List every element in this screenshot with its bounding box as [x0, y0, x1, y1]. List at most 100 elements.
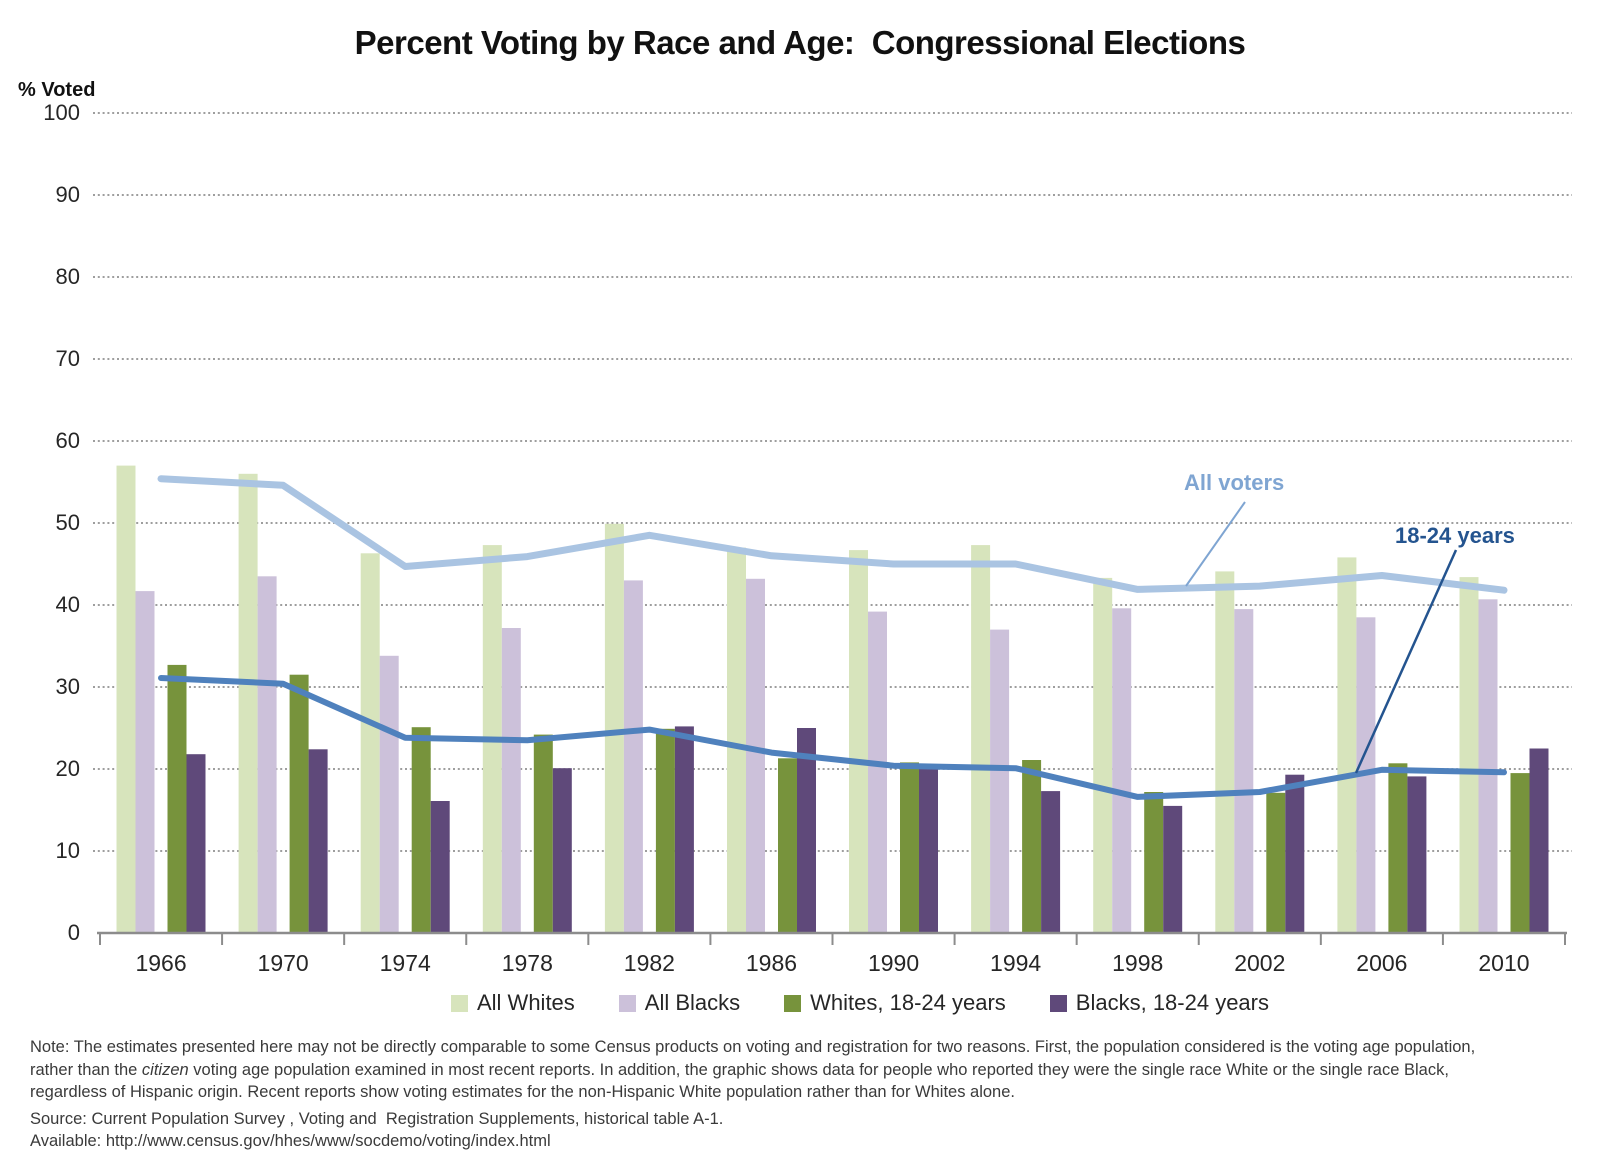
bar-blacks-18-24-years-1986 — [797, 728, 816, 933]
bar-all-whites-1994 — [971, 545, 991, 933]
chart-title: Percent Voting by Race and Age: Congress… — [354, 24, 1246, 61]
legend-label-all-blacks: All Blacks — [644, 990, 741, 1015]
y-tick-label-20: 20 — [55, 756, 80, 781]
x-tick-label-1990: 1990 — [867, 950, 920, 976]
x-tick-label-1982: 1982 — [623, 950, 675, 976]
x-tick-label-1994: 1994 — [990, 950, 1042, 976]
bar-whites-18-24-years-1978 — [533, 734, 553, 933]
legend-item-all-blacks: All Blacks — [618, 990, 741, 1016]
legend: All Whites All Blacks Whites, 18-24 years B… — [130, 990, 1590, 1016]
bar-all-whites-2002 — [1215, 571, 1235, 933]
note-line-2-pre: rather than the — [30, 1060, 142, 1079]
all-voters-leader-line — [1185, 501, 1246, 587]
bar-all-whites-1998 — [1093, 577, 1113, 933]
y-tick-label-80: 80 — [55, 264, 80, 289]
bar-whites-18-24-years-1986 — [778, 758, 797, 933]
y-tick-label-10: 10 — [55, 838, 80, 863]
18-24-years-line-label: 18-24 years — [1395, 523, 1515, 548]
bar-blacks-18-24-years-2010 — [1529, 748, 1549, 933]
bar-all-blacks-2010 — [1478, 599, 1498, 933]
bar-all-whites-1982 — [604, 523, 624, 933]
x-tick-label-1974: 1974 — [379, 950, 431, 976]
source-line: Source: Current Population Survey , Voti… — [30, 1109, 724, 1128]
bar-all-blacks-1970 — [257, 576, 277, 933]
bar-all-blacks-1994 — [990, 629, 1010, 933]
line-18-24-years — [158, 675, 1507, 800]
bar-whites-18-24-years-1974 — [411, 727, 431, 933]
x-axis — [97, 931, 1567, 945]
x-tick-label-1978: 1978 — [501, 950, 553, 976]
18-24-years-leader-line — [1354, 549, 1458, 774]
bar-whites-18-24-years-1990 — [900, 762, 919, 933]
bar-whites-18-24-years-2010 — [1510, 773, 1530, 933]
legend-label-blacks-18-24-years: Blacks, 18-24 years — [1075, 990, 1269, 1015]
bar-all-blacks-1966 — [135, 591, 155, 933]
bar-all-whites-1966 — [116, 465, 136, 933]
note-line-3: regardless of Hispanic origin. Recent re… — [30, 1083, 1015, 1101]
leader-lines — [1185, 501, 1458, 774]
legend-swatch-all-blacks — [618, 994, 636, 1012]
bar-whites-18-24-years-2002 — [1266, 792, 1286, 933]
bar-all-blacks-1982 — [623, 580, 643, 933]
bar-all-whites-2006 — [1337, 557, 1357, 933]
legend-item-whites-18-24-years: Whites, 18-24 years — [784, 990, 1006, 1016]
bar-all-blacks-1998 — [1112, 608, 1132, 933]
y-tick-label-0: 0 — [67, 920, 80, 945]
bar-all-blacks-1986 — [746, 578, 765, 933]
y-tick-label-30: 30 — [55, 674, 80, 699]
legend-swatch-blacks-18-24-years — [1049, 994, 1067, 1012]
bar-all-blacks-1990 — [868, 611, 887, 933]
legend-swatch-all-whites — [451, 994, 468, 1012]
legend-label-whites-18-24-years: Whites, 18-24 years — [810, 990, 1006, 1015]
bar-all-blacks-1978 — [501, 628, 521, 933]
legend-label-all-whites: All Whites — [477, 990, 575, 1015]
bar-blacks-18-24-years-1998 — [1163, 805, 1183, 933]
bar-series-whites-18-24-years — [167, 664, 1530, 933]
line-all-voters — [157, 475, 1508, 594]
available-line: Available: http://www.census.gov/hhes/ww… — [30, 1132, 551, 1150]
bar-blacks-18-24-years-1966 — [186, 754, 206, 933]
bar-all-whites-1970 — [238, 473, 258, 933]
gridlines — [93, 112, 1572, 852]
legend-swatch-whites-18-24-years — [784, 994, 802, 1012]
x-tick-label-2002: 2002 — [1234, 950, 1286, 976]
x-tick-label-2006: 2006 — [1356, 950, 1408, 976]
bar-series-all-whites — [116, 465, 1479, 933]
legend-item-blacks-18-24-years: Blacks, 18-24 years — [1049, 990, 1269, 1016]
bar-blacks-18-24-years-1970 — [308, 749, 328, 933]
bar-blacks-18-24-years-1994 — [1041, 791, 1061, 933]
bar-series-blacks-18-24-years — [186, 726, 1549, 933]
bar-whites-18-24-years-1970 — [289, 674, 309, 933]
y-tick-label-50: 50 — [55, 510, 80, 535]
note-line-2-post: voting age population examined in most r… — [188, 1060, 1449, 1079]
x-tick-label-1966: 1966 — [135, 950, 187, 976]
x-tick-label-1986: 1986 — [745, 950, 798, 976]
bar-whites-18-24-years-1982 — [655, 728, 675, 933]
bar-whites-18-24-years-1994 — [1022, 760, 1042, 933]
y-tick-label-100: 100 — [43, 100, 80, 125]
note-line-2-italic-word: citizen — [141, 1060, 189, 1079]
bar-all-blacks-2002 — [1234, 609, 1254, 933]
all-voters-line-label: All voters — [1184, 470, 1285, 495]
y-tick-label-40: 40 — [55, 592, 80, 617]
bar-blacks-18-24-years-1982 — [674, 726, 694, 933]
bar-whites-18-24-years-1966 — [167, 664, 187, 933]
y-tick-label-70: 70 — [55, 346, 80, 371]
legend-item-all-whites: All Whites — [451, 990, 575, 1016]
x-tick-label-1970: 1970 — [257, 950, 309, 976]
x-tick-label-1998: 1998 — [1112, 950, 1164, 976]
y-tick-label-90: 90 — [55, 182, 80, 207]
note-block: Note: The estimates presented here may n… — [30, 1036, 1596, 1153]
bar-all-whites-2010 — [1459, 577, 1479, 933]
bar-all-blacks-1974 — [379, 655, 399, 933]
bar-blacks-18-24-years-2006 — [1407, 776, 1427, 933]
bar-blacks-18-24-years-1990 — [919, 769, 938, 933]
bar-blacks-18-24-years-1974 — [430, 801, 450, 933]
note-line-1: Note: The estimates presented here may n… — [30, 1038, 1476, 1056]
bar-whites-18-24-years-1998 — [1144, 792, 1164, 933]
x-tick-label-2010: 2010 — [1478, 950, 1530, 976]
bar-series-all-blacks — [135, 576, 1498, 933]
y-axis-title: % Voted — [18, 79, 96, 101]
